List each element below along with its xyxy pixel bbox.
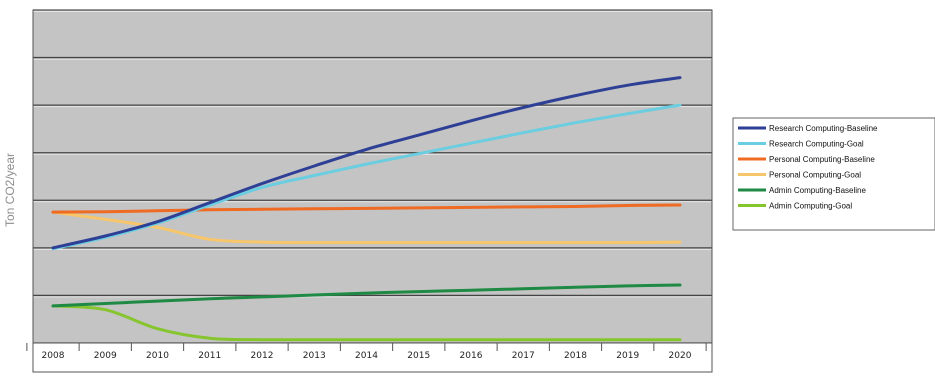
x-tick-label: 2017 — [512, 351, 535, 361]
x-tick-label: 2009 — [94, 351, 117, 361]
legend-item-label: Admin Computing-Baseline — [769, 186, 866, 195]
series-line-personal-computing-goal — [51, 210, 682, 245]
series-line-research-computing-baseline — [51, 76, 682, 250]
x-tick-label: 2010 — [146, 351, 169, 361]
legend-item-label: Admin Computing-Goal — [769, 202, 852, 211]
x-tick-label: 2020 — [669, 351, 692, 361]
series-line-personal-computing-baseline — [51, 203, 682, 214]
x-tick-label: 2014 — [355, 351, 378, 361]
x-tick-label: 2008 — [42, 351, 65, 361]
x-tick-label: 2016 — [460, 351, 483, 361]
plot-area — [32, 9, 713, 345]
x-tick-label: 2012 — [251, 351, 274, 361]
x-tick-label: 2011 — [198, 351, 221, 361]
series-line-admin-computing-goal — [51, 304, 682, 342]
x-tick-label: 2015 — [407, 351, 430, 361]
legend-box — [732, 117, 935, 231]
series-line-admin-computing-baseline — [51, 283, 682, 308]
x-tick-label: 2019 — [616, 351, 639, 361]
x-tick-label: 2018 — [564, 351, 587, 361]
legend-item-label: Personal Computing-Baseline — [769, 155, 875, 164]
legend-item-label: Personal Computing-Goal — [769, 171, 861, 180]
legend: Research Computing-Baseline Research Comp… — [732, 117, 935, 231]
y-axis-label: Ton CO2/year — [3, 153, 17, 227]
series-lines — [51, 76, 682, 342]
x-axis-band — [32, 342, 713, 373]
legend-item-label: Research Computing-Goal — [769, 140, 864, 149]
legend-item-label: Research Computing-Baseline — [769, 124, 878, 133]
x-axis: 2008 2009 2010 2011 2012 2013 2014 2015 2016 2017… — [26, 342, 713, 373]
x-tick-label: 2013 — [303, 351, 326, 361]
